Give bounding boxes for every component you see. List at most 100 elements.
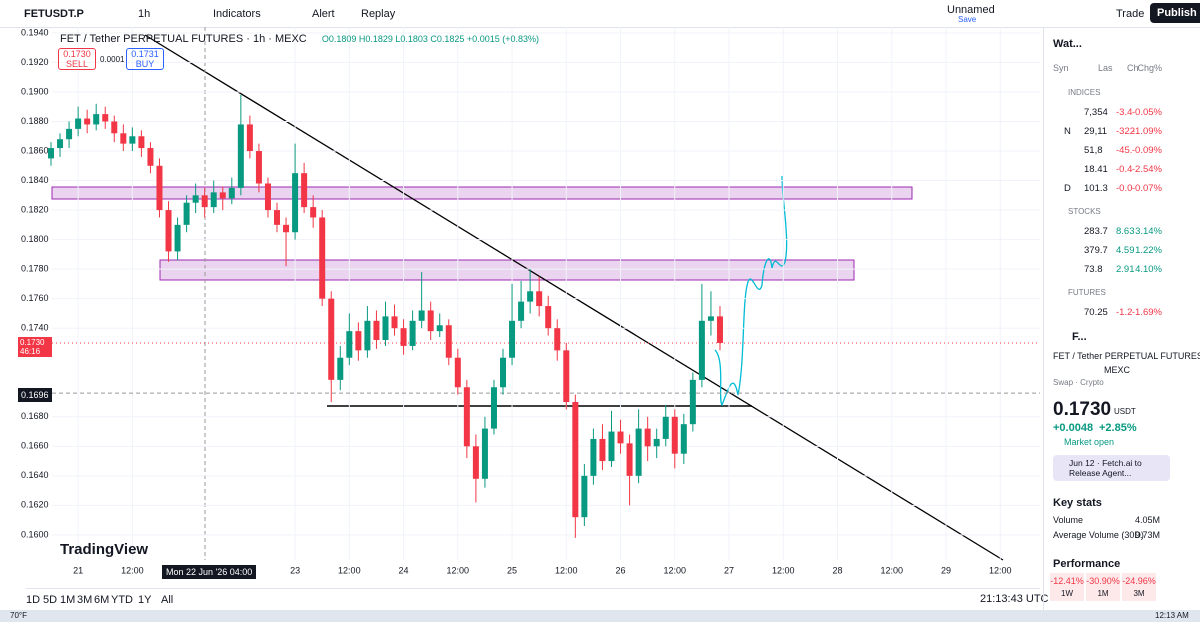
x-tick-label: 12:00 [880,565,903,575]
replay[interactable]: Replay [361,8,396,20]
change: 4.59 [1116,245,1135,256]
last: 379.7 [1084,245,1108,256]
candle-body [219,192,226,199]
perf-value: -24.96% [1122,576,1156,586]
y-tick-label: 0.1820 [21,204,49,214]
last: 101.3 [1084,183,1108,194]
symbol[interactable]: FETUSDT.P [24,8,84,20]
y-tick-label: 0.1760 [21,293,49,303]
last: 70.25 [1084,307,1108,318]
y-tick-label: 0.1940 [21,27,49,37]
candle-body [328,298,335,380]
candle-body [626,443,633,476]
right-panel: Wat... Syn Las Ch Chg% INDICES 7,354 -3.4 -0.05%… [1043,27,1200,610]
candle-body [527,291,534,302]
cursor-time-label: Mon 22 Jun '26 04:00 [162,565,257,579]
y-tick-label: 0.1880 [21,116,49,126]
candle-body [120,133,127,144]
candle-body [481,428,488,479]
candle-body [427,310,434,332]
publish[interactable]: Publish [1150,3,1200,23]
change-pct: -1.09% [1131,126,1162,137]
change-pct: 4.10% [1135,264,1162,275]
buy-box[interactable]: 0.1731 BUY [126,48,164,70]
candle-body [671,416,678,454]
column-header: Ch [1127,63,1139,73]
candle-body [472,446,479,479]
sell-box[interactable]: 0.1730 SELL [58,48,96,70]
top-toolbar: FETUSDT.P 1h Indicators Alert Replay Unn… [0,0,1200,28]
candle-body [283,224,290,233]
candle-body [599,438,606,462]
x-tick-label: 24 [399,565,409,575]
detail-change: +0.0048 [1053,422,1094,434]
perf-value: -12.41% [1050,576,1084,586]
y-tick-label: 0.1900 [21,86,49,96]
sell-price: 0.1730 [63,49,91,59]
range-button[interactable]: 3M [77,594,93,606]
x-tick-label: 12:00 [772,565,795,575]
column-header: Las [1098,63,1113,73]
candle-body [210,192,217,208]
candle-body [716,316,723,343]
ticker: N [1064,126,1071,137]
candle-body [355,331,362,351]
x-tick-label: 12:00 [664,565,687,575]
group-header: STOCKS [1068,207,1101,216]
y-tick-label: 0.1800 [21,234,49,244]
clock: 21:13:43 UTC [980,593,1049,605]
range-button[interactable]: 6M [94,594,110,606]
range-button[interactable]: All [161,594,174,606]
change-pct: -1.69% [1131,307,1162,318]
candle-body [707,316,714,321]
key-stats: Key stats [1053,497,1102,509]
candle-body [57,139,64,149]
perf-cell: -12.41% 1W [1050,573,1084,601]
range-button[interactable]: YTD [111,594,133,606]
change-pct: 3.14% [1135,226,1162,237]
candle-body [174,224,181,252]
x-tick-label: 12:00 [555,565,578,575]
candle-body [689,379,696,425]
perf-cell: -24.96% 3M [1122,573,1156,601]
change-pct: -0.09% [1131,145,1162,156]
range-button[interactable]: 1M [60,594,76,606]
x-tick-label: 21 [73,565,83,575]
y-tick-label: 0.1600 [21,529,49,539]
projection [714,175,788,407]
candle-body [436,325,443,332]
ohlc: O0.1809 H0.1829 L0.1803 C0.1825 +0.0015 … [321,34,539,44]
candle-body [337,357,344,380]
change: -45. [1116,145,1133,156]
last: 73.8 [1084,264,1103,275]
range-button[interactable]: 5D [43,594,58,606]
save[interactable]: Save [958,15,977,24]
y-tick-label: 0.1740 [21,323,49,333]
y-tick-label: 0.1680 [21,411,49,421]
candle-body [310,207,317,218]
change: -1.2 [1116,307,1133,318]
interval[interactable]: 1h [138,8,151,20]
legend-title: FET / Tether PERPETUAL FUTURES · 1h · ME… [60,33,307,45]
perf-period: 1W [1061,589,1073,598]
range-button[interactable]: 1Y [138,594,152,606]
perf-cell: -30.90% 1M [1086,573,1120,601]
indicators[interactable]: Indicators [213,8,261,20]
time: 12:13 AM [1155,611,1189,620]
candle-body [237,124,244,188]
avg: 9.73M [1134,530,1160,540]
change: 2.91 [1116,264,1135,275]
candle-body [47,148,54,159]
volume: 4.05M [1134,515,1160,525]
alert[interactable]: Alert [312,8,335,20]
change-pct: -0.05% [1131,107,1162,118]
candle-body [183,202,190,225]
layout-name[interactable]: Unnamed [947,4,995,16]
y-tick-label: 0.1660 [21,441,49,451]
candle-body [418,310,425,321]
range-button[interactable]: 1D [26,594,41,606]
candle-body [590,438,597,476]
sell: SELL [65,59,89,69]
trade[interactable]: Trade [1116,8,1145,20]
